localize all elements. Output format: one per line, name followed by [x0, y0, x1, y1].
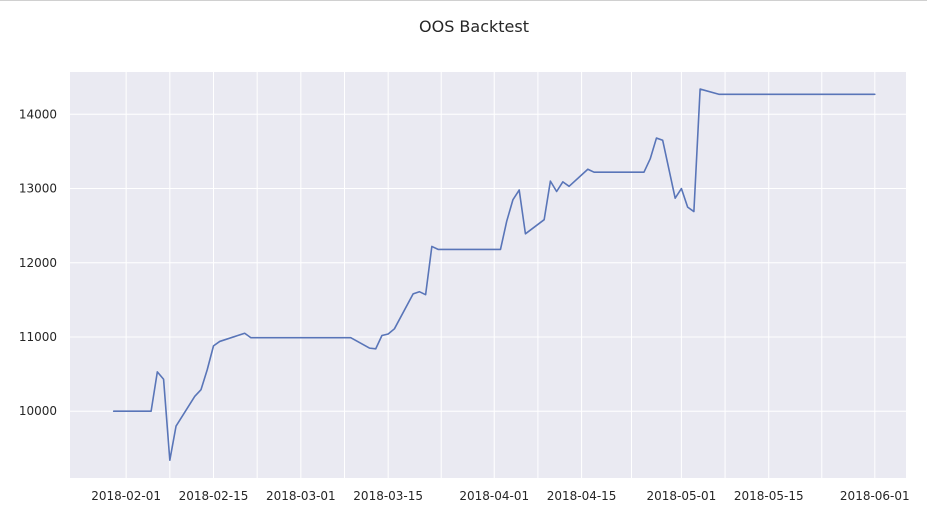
x-tick-label: 2018-03-15: [353, 489, 423, 503]
y-tick-label: 14000: [19, 107, 57, 121]
y-tick-label: 10000: [19, 404, 57, 418]
plot-area: [70, 72, 906, 478]
y-axis-ticks: 10000 11000 12000 13000 14000: [19, 107, 57, 418]
x-tick-label: 2018-02-01: [91, 489, 161, 503]
y-tick-label: 13000: [19, 182, 57, 196]
x-axis-ticks: 2018-02-01 2018-02-15 2018-03-01 2018-03-15…: [91, 489, 909, 503]
x-tick-label: 2018-04-01: [459, 489, 529, 503]
x-tick-label: 2018-05-15: [734, 489, 804, 503]
series-layer: [112, 88, 876, 461]
y-tick-label: 12000: [19, 256, 57, 270]
x-tick-label: 2018-03-01: [266, 489, 336, 503]
series-line: [112, 88, 876, 461]
chart-top-border: [0, 0, 927, 1]
chart-title: OOS Backtest: [419, 17, 529, 36]
x-tick-label: 2018-05-01: [647, 489, 717, 503]
x-tick-label: 2018-06-01: [840, 489, 910, 503]
x-tick-label: 2018-02-15: [179, 489, 249, 503]
x-tick-label: 2018-04-15: [547, 489, 617, 503]
y-tick-label: 11000: [19, 330, 57, 344]
grid-lines: [70, 72, 906, 478]
